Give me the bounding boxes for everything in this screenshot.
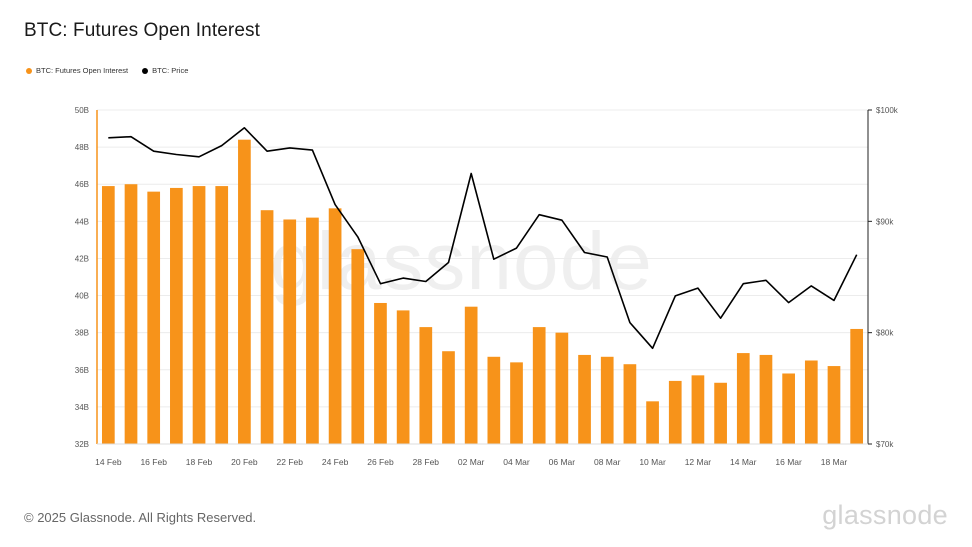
x-tick-label: 06 Mar (549, 457, 576, 467)
bar[interactable] (487, 356, 501, 444)
bar[interactable] (464, 306, 478, 444)
y-right-tick-label: $90k (876, 217, 894, 226)
x-tick-label: 12 Mar (685, 457, 712, 467)
y-left-tick-label: 34B (75, 403, 89, 412)
bar[interactable] (827, 366, 841, 444)
bar[interactable] (238, 139, 251, 444)
bar[interactable] (170, 187, 183, 444)
x-tick-label: 04 Mar (503, 457, 530, 467)
brand-logo: glassnode (822, 500, 948, 530)
bar[interactable] (419, 327, 433, 444)
bar[interactable] (736, 353, 750, 444)
x-tick-label: 02 Mar (458, 457, 485, 467)
legend-swatch-price (142, 67, 149, 74)
bar[interactable] (759, 354, 773, 444)
bar[interactable] (578, 354, 591, 444)
axes-group: 32B 34B 36B 38B 40B 42B 44B 46B 48B 50B $70k $80k $9… (75, 106, 899, 467)
bar[interactable] (351, 249, 365, 444)
bar[interactable] (714, 382, 727, 444)
bar[interactable] (691, 375, 705, 444)
legend-item-open-interest[interactable]: BTC: Futures Open Interest (26, 66, 128, 75)
y-left-tick-label: 44B (75, 217, 89, 226)
x-tick-label: 20 Feb (231, 457, 258, 467)
bar[interactable] (260, 210, 274, 444)
legend-label-open-interest: BTC: Futures Open Interest (36, 66, 129, 75)
bar[interactable] (804, 360, 818, 445)
copyright-text: © 2025 Glassnode. All Rights Reserved. (24, 510, 257, 525)
bar[interactable] (532, 327, 546, 444)
x-tick-label: 24 Feb (322, 457, 349, 467)
bar[interactable] (192, 186, 206, 445)
legend: BTC: Futures Open Interest BTC: Price (26, 66, 188, 75)
x-tick-label: 26 Feb (367, 457, 394, 467)
price-line[interactable] (108, 127, 858, 350)
y-left-tick-label: 48B (75, 143, 89, 152)
bar[interactable] (124, 184, 138, 444)
y-left-tick-label: 46B (75, 180, 89, 189)
bars-group (101, 139, 864, 445)
chart-title: BTC: Futures Open Interest (24, 20, 260, 41)
x-tick-label: 16 Feb (140, 457, 167, 467)
y-left-tick-label: 38B (75, 329, 89, 338)
x-tick-label: 10 Mar (639, 457, 666, 467)
y-left-tick-label: 36B (75, 366, 89, 375)
bar[interactable] (396, 310, 410, 444)
y-right-tick-label: $70k (876, 440, 894, 449)
bar[interactable] (600, 356, 614, 444)
x-tick-label: 18 Feb (186, 457, 213, 467)
bar[interactable] (215, 186, 229, 445)
y-right-tick-label: $80k (876, 329, 894, 338)
bar[interactable] (555, 332, 569, 444)
bar[interactable] (646, 401, 659, 444)
bar[interactable] (510, 362, 523, 444)
bar[interactable] (328, 208, 342, 444)
grid (97, 109, 868, 445)
bar[interactable] (668, 380, 682, 444)
bar[interactable] (147, 191, 161, 444)
x-tick-label: 22 Feb (277, 457, 304, 467)
legend-swatch-open-interest (26, 67, 32, 74)
bar[interactable] (374, 302, 387, 444)
legend-label-price: BTC: Price (152, 66, 189, 75)
x-tick-label: 18 Mar (821, 457, 848, 467)
bar[interactable] (442, 351, 455, 444)
y-left-tick-label: 40B (75, 292, 89, 301)
y-left-tick-label: 32B (75, 440, 89, 449)
bar[interactable] (306, 217, 319, 444)
y-left-tick-label: 42B (75, 254, 89, 263)
y-left-tick-label: 50B (75, 106, 89, 115)
price-line-group (108, 127, 858, 350)
y-right-tick-label: $100k (876, 106, 899, 115)
x-tick-label: 08 Mar (594, 457, 621, 467)
x-tick-label: 14 Feb (95, 457, 122, 467)
bar[interactable] (782, 373, 795, 444)
bar[interactable] (850, 328, 864, 444)
bar[interactable] (623, 364, 637, 444)
bar[interactable] (283, 219, 297, 444)
x-tick-label: 16 Mar (775, 457, 802, 467)
bar[interactable] (101, 186, 115, 445)
legend-item-price[interactable]: BTC: Price (142, 66, 188, 75)
x-tick-label: 14 Mar (730, 457, 757, 467)
x-tick-label: 28 Feb (413, 457, 440, 467)
